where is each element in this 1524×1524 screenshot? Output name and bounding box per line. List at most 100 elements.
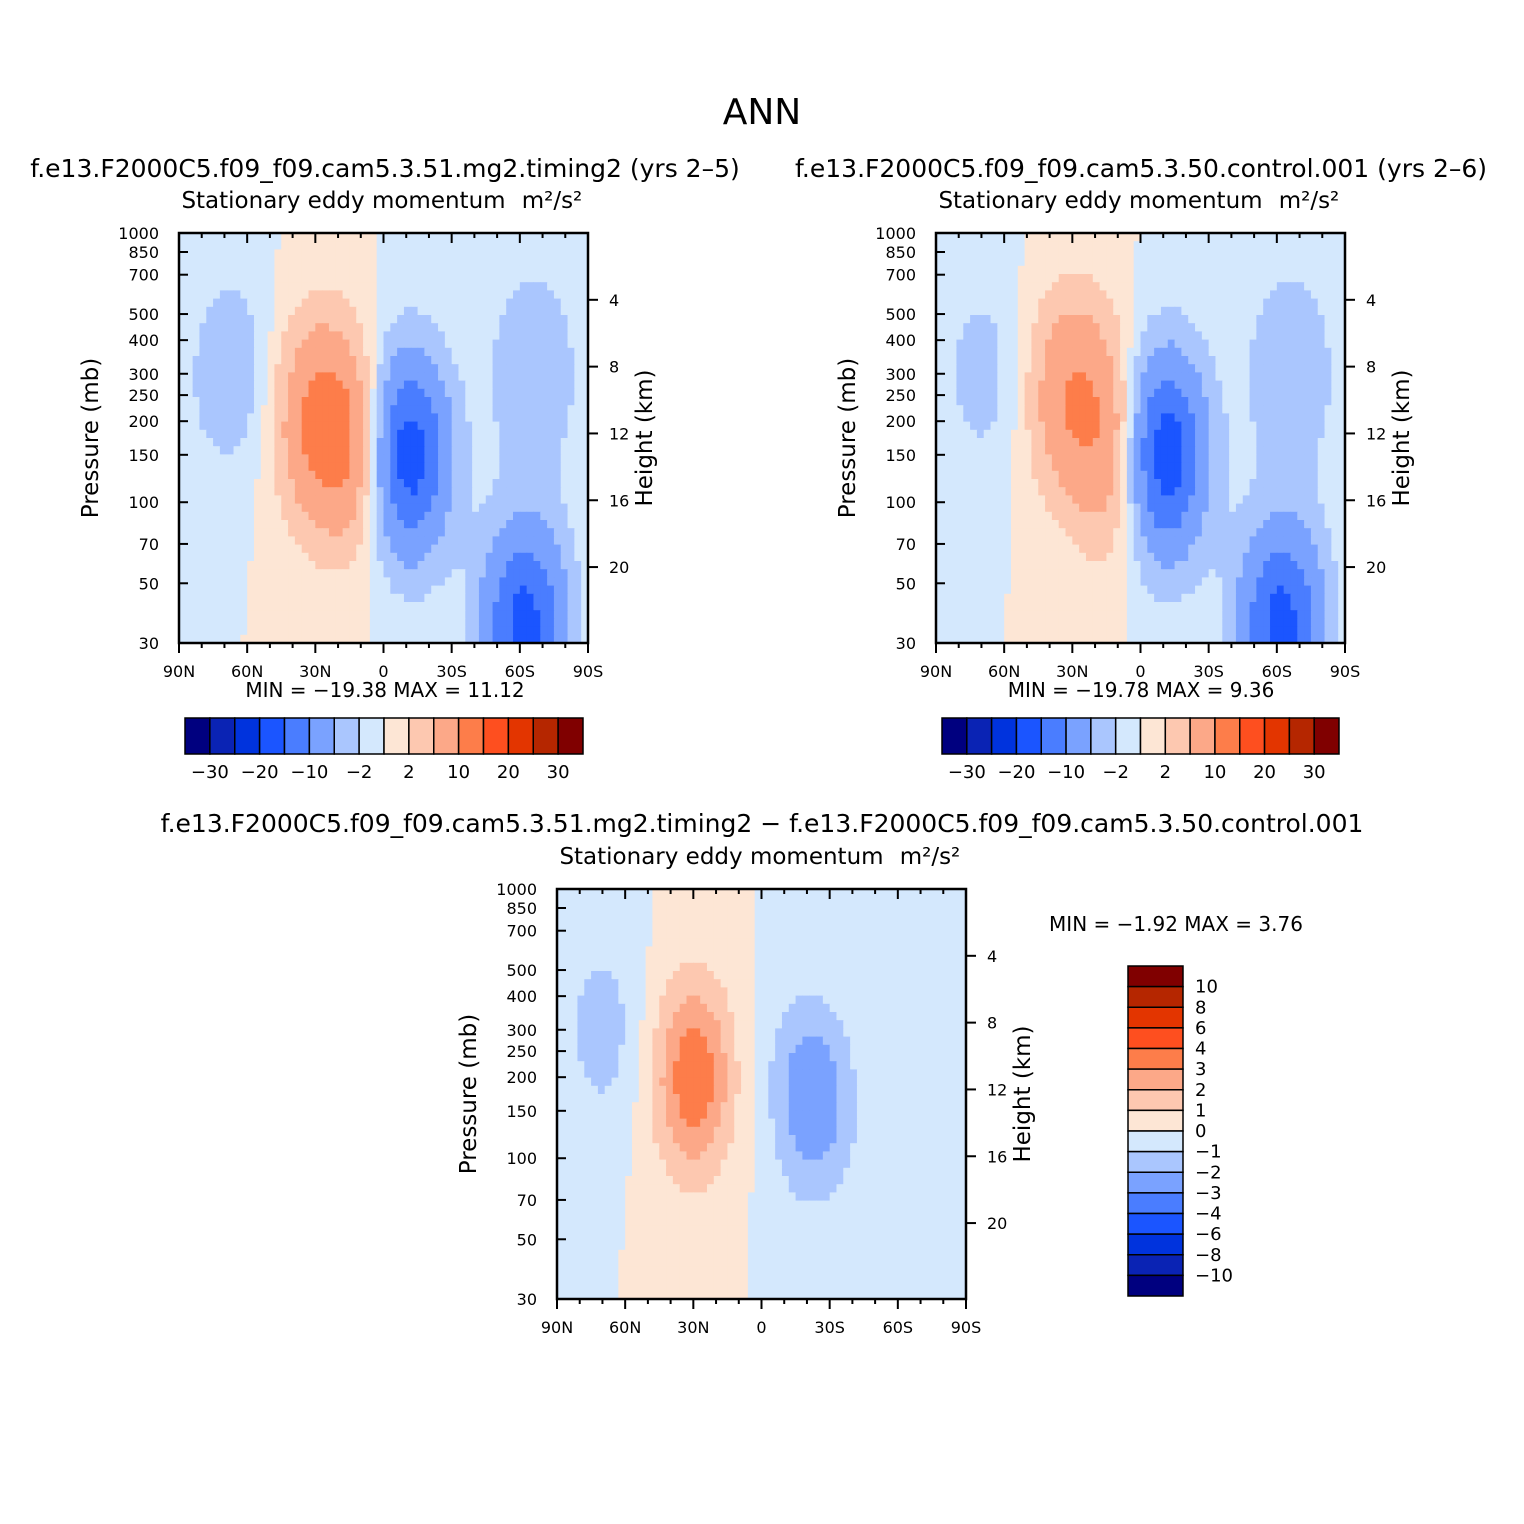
field-cell xyxy=(219,290,228,300)
field-cell xyxy=(1201,257,1210,267)
field-cell xyxy=(431,626,439,636)
field-cell xyxy=(1058,438,1067,447)
field-cell xyxy=(267,405,276,414)
field-cell xyxy=(519,323,528,332)
field-cell xyxy=(185,364,194,373)
field-cell xyxy=(1249,298,1257,308)
field-cell xyxy=(983,364,992,373)
field-cell xyxy=(472,446,480,455)
field-cell xyxy=(335,347,344,357)
field-cell xyxy=(308,495,316,505)
field-cell xyxy=(567,511,575,521)
field-cell xyxy=(513,618,521,628)
field-cell xyxy=(1051,265,1060,275)
field-cell xyxy=(1174,429,1182,439)
field-cell xyxy=(322,585,330,595)
field-cell xyxy=(410,241,419,250)
field-cell xyxy=(410,536,419,546)
field-cell xyxy=(349,454,357,464)
field-cell xyxy=(1160,249,1169,259)
field-cell xyxy=(1242,446,1251,455)
field-cell xyxy=(1208,380,1217,390)
field-cell xyxy=(1338,274,1346,283)
field-cell xyxy=(1317,298,1326,308)
field-cell xyxy=(199,470,207,480)
field-cell xyxy=(1058,339,1067,349)
field-cell xyxy=(1126,339,1135,349)
field-cell xyxy=(1010,282,1019,291)
field-cell xyxy=(403,528,412,537)
field-cell xyxy=(240,593,248,603)
field-cell xyxy=(349,470,357,480)
field-cell xyxy=(424,561,432,570)
field-cell xyxy=(281,626,289,636)
field-cell xyxy=(1160,347,1169,357)
field-cell xyxy=(1317,364,1326,373)
field-cell xyxy=(1120,241,1128,250)
field-cell xyxy=(1263,356,1271,365)
field-cell xyxy=(240,479,248,488)
field-cell xyxy=(1201,462,1210,472)
field-cell xyxy=(383,520,391,529)
field-cell xyxy=(315,257,323,267)
field-cell xyxy=(363,405,371,414)
field-cell xyxy=(335,331,344,341)
field-cell xyxy=(247,356,255,365)
field-cell xyxy=(417,454,425,464)
field-cell xyxy=(322,233,330,242)
field-cell xyxy=(233,536,241,546)
field-cell xyxy=(383,634,391,644)
field-cell xyxy=(390,331,398,341)
field-cell xyxy=(328,634,337,644)
field-cell xyxy=(179,323,187,332)
field-cell xyxy=(1249,380,1257,390)
field-cell xyxy=(1085,282,1094,291)
field-cell xyxy=(267,347,276,357)
field-cell xyxy=(1324,233,1332,242)
field-cell xyxy=(438,495,446,505)
field-cell xyxy=(492,257,500,267)
field-cell xyxy=(240,528,248,537)
field-cell xyxy=(499,520,507,529)
field-cell xyxy=(465,602,473,611)
field-cell xyxy=(1058,282,1067,291)
field-cell xyxy=(410,438,419,447)
field-cell xyxy=(301,290,310,300)
field-cell xyxy=(963,487,971,496)
field-cell xyxy=(1045,274,1053,283)
field-cell xyxy=(288,397,296,406)
field-cell xyxy=(547,536,555,546)
field-cell xyxy=(478,249,487,259)
field-cell xyxy=(1072,290,1080,300)
field-cell xyxy=(1215,405,1223,414)
field-cell xyxy=(574,503,582,513)
field-cell xyxy=(970,446,978,455)
y-tick-label: 150 xyxy=(128,446,159,465)
field-cell xyxy=(206,429,214,439)
field-cell xyxy=(328,552,337,562)
field-cell xyxy=(533,487,541,496)
field-cell xyxy=(240,495,248,505)
field-cell xyxy=(472,347,480,357)
field-cell xyxy=(1208,241,1217,250)
field-cell xyxy=(451,429,460,439)
field-cell xyxy=(485,282,494,291)
field-cell xyxy=(970,470,978,480)
field-cell xyxy=(1099,298,1108,308)
field-cell xyxy=(253,421,262,431)
field-cell xyxy=(1154,233,1162,242)
field-cell xyxy=(1324,405,1332,414)
field-cell xyxy=(444,249,453,259)
field-cell xyxy=(1147,257,1155,267)
field-cell xyxy=(1126,380,1135,390)
field-cell xyxy=(983,421,992,431)
field-cell xyxy=(253,405,262,414)
field-cell xyxy=(1283,290,1292,300)
field-cell xyxy=(1085,339,1094,349)
field-cell xyxy=(1304,323,1312,332)
field-cell xyxy=(342,397,351,406)
field-cell xyxy=(1229,323,1237,332)
field-cell xyxy=(274,511,282,521)
field-cell xyxy=(1160,331,1169,341)
field-cell xyxy=(963,454,971,464)
